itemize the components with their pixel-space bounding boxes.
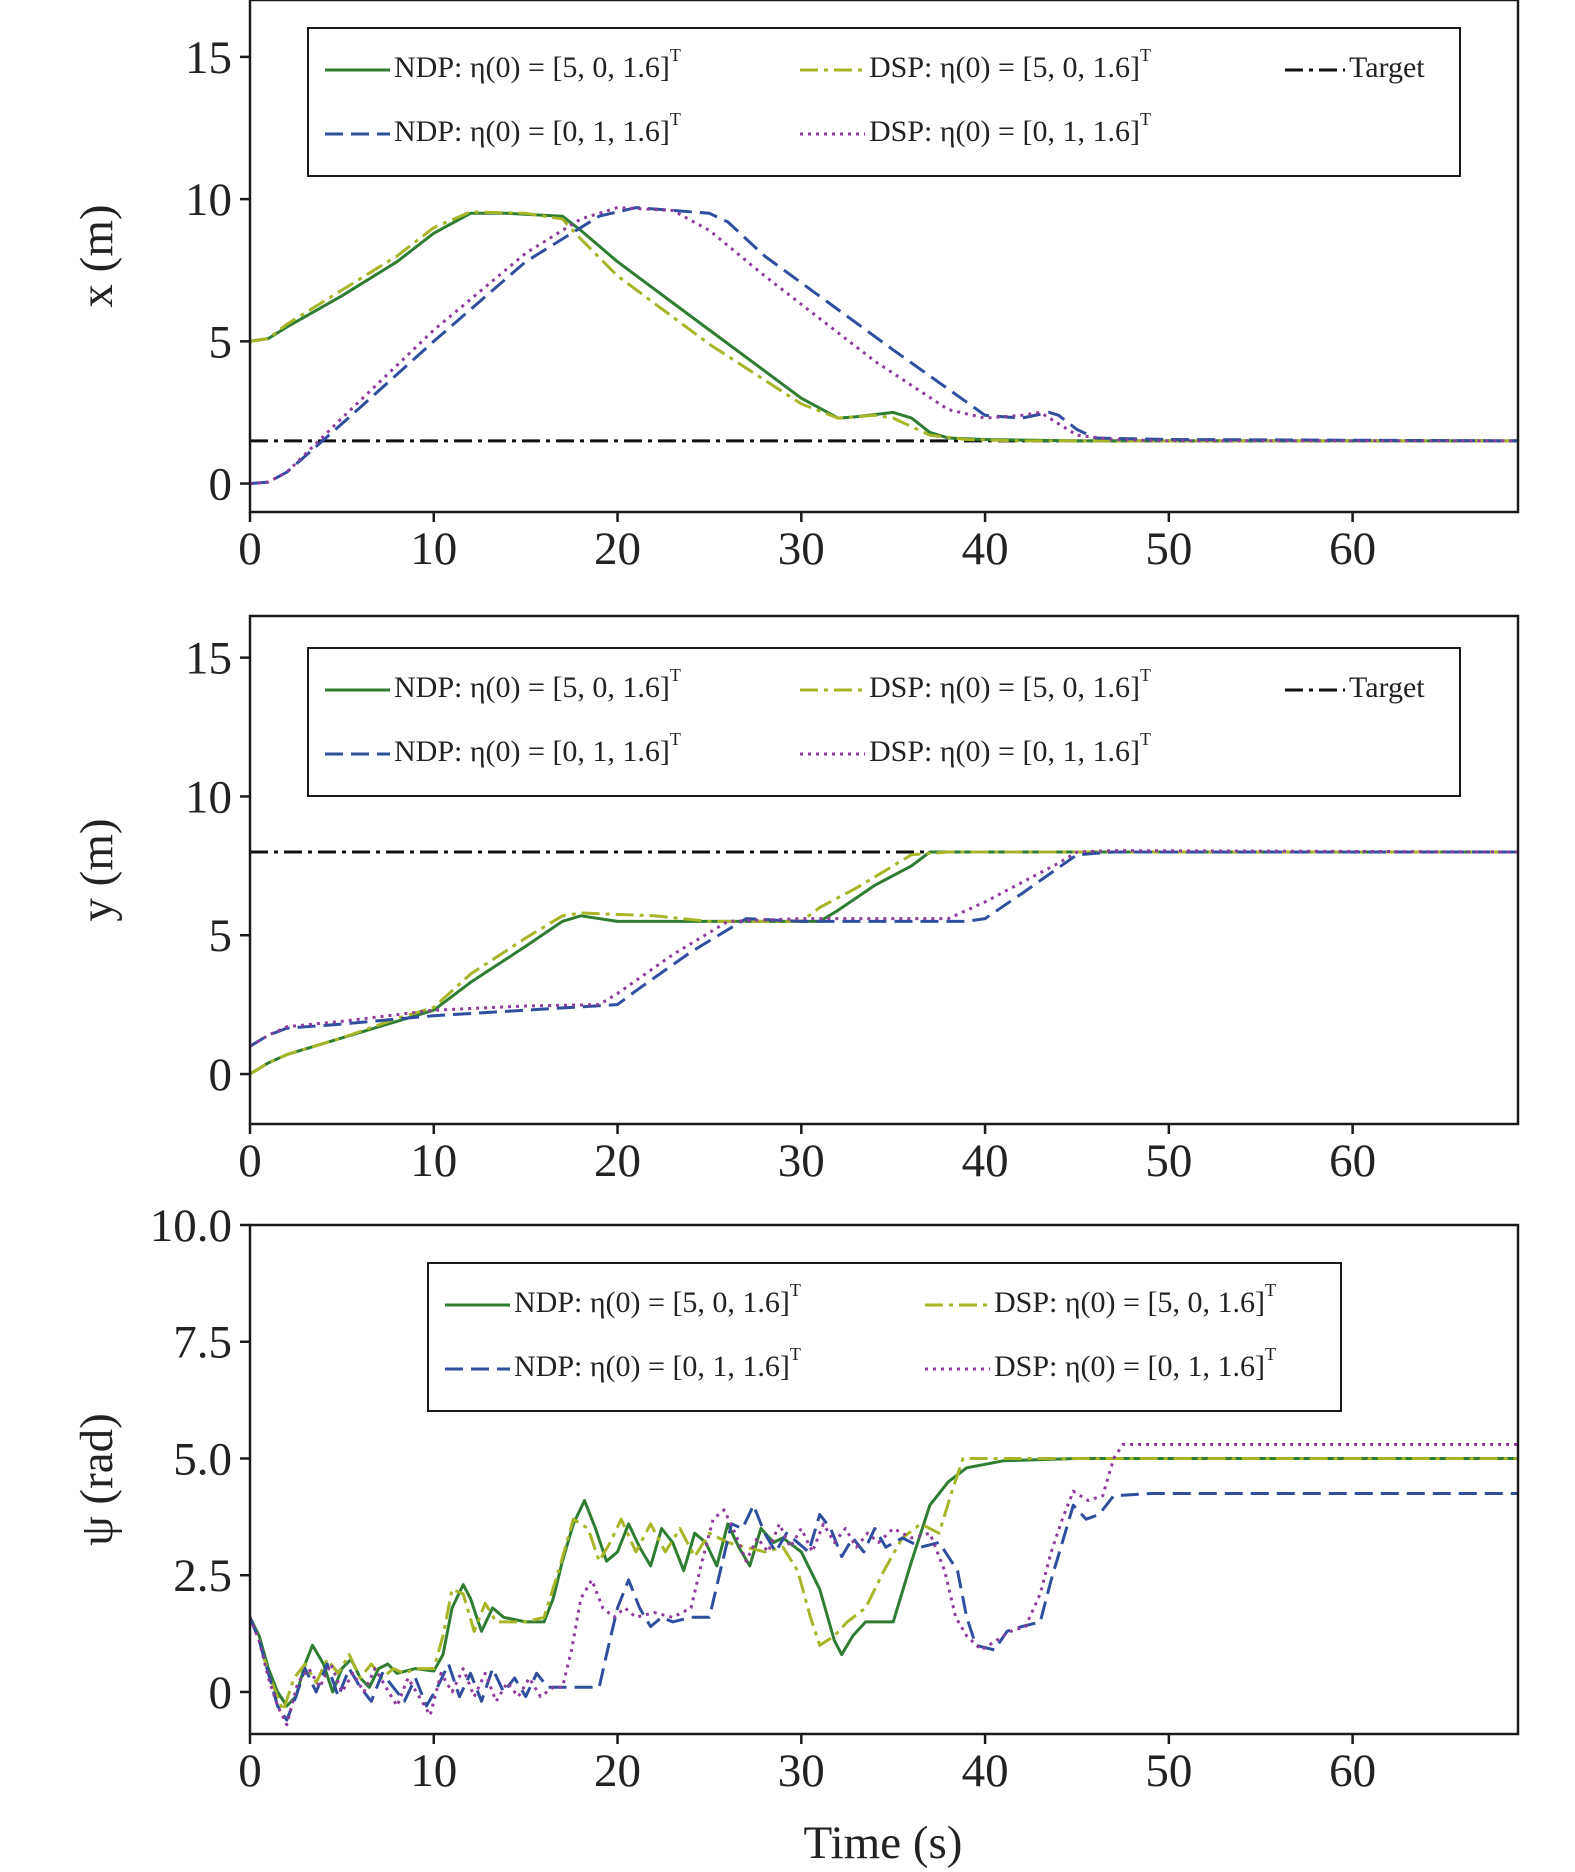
series-line-dsp_b	[250, 206, 1518, 486]
plot-frame	[248, 1223, 1520, 1736]
y-tick-label: 5	[209, 316, 233, 368]
legend-box	[307, 27, 1461, 177]
x-tick-label: 60	[1329, 523, 1376, 575]
series-line-dsp_b	[250, 1443, 1518, 1727]
x-tick-label: 20	[594, 1135, 641, 1187]
x-tick-label: 20	[594, 523, 641, 575]
series-line-ndp_a	[250, 1457, 1518, 1708]
series-line-dsp_b	[250, 849, 1518, 1048]
legend-box	[307, 647, 1461, 797]
y-tick-label: 0	[209, 459, 233, 511]
x-tick-label: 30	[778, 1745, 825, 1797]
subplot-y: 0 10 20 30 40 50 60 0 5 10 15 y (m) NDP: η(0) = [5, …	[71, 614, 1520, 1187]
plot-frame	[248, 0, 1520, 514]
x-tick-label: 0	[238, 523, 262, 575]
legend: NDP: η(0) = [5, 0, 1.6]T DSP: η(0) = [5, …	[427, 1262, 1342, 1412]
x-tick-label: 50	[1145, 523, 1192, 575]
series-line-ndp_a	[250, 850, 1518, 1076]
legend-label-dsp_b: DSP: η(0) = [0, 1, 1.6]T	[994, 1344, 1276, 1383]
x-tick-label: 40	[962, 523, 1009, 575]
x-tick-label: 0	[238, 1745, 262, 1797]
x-tick-label: 30	[778, 523, 825, 575]
y-axis-title: ψ (rad)	[71, 1413, 123, 1546]
x-tick-label: 10	[410, 1135, 457, 1187]
y-tick-label: 2.5	[173, 1550, 232, 1602]
legend-label-target: Target	[1349, 671, 1425, 704]
y-tick-label: 7.5	[173, 1317, 232, 1369]
subplot-x: 0 10 20 30 40 50 60 0 5 10 15 x (m) NDP: η(0) = [5, …	[71, 0, 1520, 575]
x-tick-label: 60	[1329, 1135, 1376, 1187]
x-tick-label: 20	[594, 1745, 641, 1797]
series-line-dsp_a	[250, 1457, 1518, 1713]
y-tick-label: 0	[209, 1049, 233, 1101]
x-tick-label: 0	[238, 1135, 262, 1187]
series-line-dsp_a	[250, 850, 1518, 1076]
legend-label-ndp_a: NDP: η(0) = [5, 0, 1.6]T	[394, 45, 681, 84]
x-tick-label: 40	[962, 1745, 1009, 1797]
legend-label-ndp_b: NDP: η(0) = [0, 1, 1.6]T	[514, 1344, 801, 1383]
x-tick-label: 50	[1145, 1135, 1192, 1187]
y-tick-label: 15	[185, 633, 232, 685]
legend-box	[427, 1262, 1342, 1412]
x-tick-label: 40	[962, 1135, 1009, 1187]
x-tick-label: 10	[410, 523, 457, 575]
y-axis-title: x (m)	[71, 204, 123, 307]
legend-label-dsp_a: DSP: η(0) = [5, 0, 1.6]T	[869, 665, 1151, 704]
legend-label-dsp_a: DSP: η(0) = [5, 0, 1.6]T	[994, 1280, 1276, 1319]
legend-label-target: Target	[1349, 51, 1425, 84]
legend-label-dsp_a: DSP: η(0) = [5, 0, 1.6]T	[869, 45, 1151, 84]
legend-label-dsp_b: DSP: η(0) = [0, 1, 1.6]T	[869, 729, 1151, 768]
series-line-ndp_a	[250, 211, 1518, 443]
series-line-ndp_b	[250, 206, 1518, 486]
series-line-ndp_b	[250, 850, 1518, 1048]
legend: NDP: η(0) = [5, 0, 1.6]T DSP: η(0) = [5, …	[307, 647, 1461, 797]
y-tick-label: 5	[209, 910, 233, 962]
plot-frame	[248, 614, 1520, 1126]
y-tick-label: 10	[185, 174, 232, 226]
series-line-ndp_b	[250, 1492, 1518, 1722]
series-group	[250, 1443, 1518, 1727]
x-tick-label: 50	[1145, 1745, 1192, 1797]
subplot-psi: 0 10 20 30 40 50 60 0 2.5 5.0 7.5 10.0 ψ (rad) NDP: η…	[71, 1200, 1520, 1797]
legend: NDP: η(0) = [5, 0, 1.6]T DSP: η(0) = [5, …	[307, 27, 1461, 177]
legend-label-ndp_b: NDP: η(0) = [0, 1, 1.6]T	[394, 109, 681, 148]
legend-label-ndp_b: NDP: η(0) = [0, 1, 1.6]T	[394, 729, 681, 768]
series-group	[250, 206, 1518, 486]
legend-label-ndp_a: NDP: η(0) = [5, 0, 1.6]T	[394, 665, 681, 704]
series-line-dsp_a	[250, 210, 1518, 443]
x-tick-label: 60	[1329, 1745, 1376, 1797]
legend-label-ndp_a: NDP: η(0) = [5, 0, 1.6]T	[514, 1280, 801, 1319]
y-tick-label: 0	[209, 1667, 233, 1719]
y-tick-label: 5.0	[173, 1433, 232, 1485]
y-tick-label: 15	[185, 32, 232, 84]
x-axis-title: Time (s)	[804, 1817, 963, 1869]
legend-label-dsp_b: DSP: η(0) = [0, 1, 1.6]T	[869, 109, 1151, 148]
y-axis-title: y (m)	[71, 818, 123, 921]
y-tick-label: 10.0	[150, 1200, 232, 1252]
x-tick-label: 10	[410, 1745, 457, 1797]
x-tick-label: 30	[778, 1135, 825, 1187]
y-tick-label: 10	[185, 771, 232, 823]
series-group	[250, 849, 1518, 1076]
